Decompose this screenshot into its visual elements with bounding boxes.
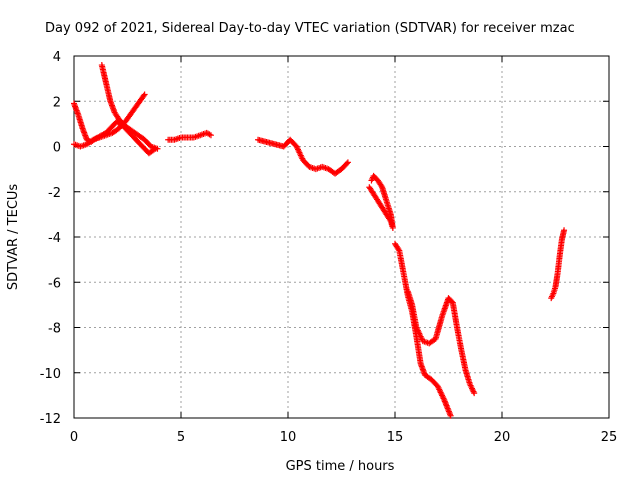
- series-seg3: [98, 62, 161, 152]
- series-seg6: [366, 172, 396, 231]
- data-point: [154, 145, 161, 152]
- y-tick-label: -4: [48, 231, 61, 246]
- y-tick-label: 4: [53, 50, 61, 65]
- grid: [74, 56, 609, 418]
- x-tick-label: 10: [280, 430, 297, 445]
- x-tick-label: 15: [387, 430, 404, 445]
- x-tick-label: 0: [70, 430, 78, 445]
- y-tick-label: -2: [48, 186, 61, 201]
- y-tick-label: -12: [40, 412, 61, 427]
- data-point: [368, 177, 375, 184]
- data-point: [140, 92, 147, 99]
- series-seg2: [71, 91, 148, 150]
- data-point: [207, 132, 214, 139]
- series-seg4: [165, 129, 214, 143]
- series-seg9: [548, 227, 568, 302]
- series-seg5: [255, 136, 351, 177]
- y-tick-label: -8: [48, 322, 61, 337]
- data-point: [471, 390, 478, 397]
- data-points: [71, 62, 568, 419]
- data-point: [141, 91, 148, 98]
- data-point: [395, 246, 402, 253]
- series-seg7: [392, 240, 454, 419]
- x-axis-label: GPS time / hours: [286, 459, 395, 474]
- y-tick-label: -6: [48, 276, 61, 291]
- data-point: [344, 159, 351, 166]
- x-tick-label: 25: [601, 430, 618, 445]
- y-tick-label: 0: [53, 141, 61, 156]
- y-axis-label: SDTVAR / TECUs: [6, 184, 21, 291]
- y-tick-label: 2: [53, 95, 61, 110]
- data-point: [448, 298, 455, 305]
- data-point: [447, 412, 454, 419]
- chart-title: Day 092 of 2021, Sidereal Day-to-day VTE…: [45, 21, 575, 36]
- x-tick-label: 5: [177, 430, 185, 445]
- series-seg8: [404, 288, 478, 397]
- x-tick-label: 20: [494, 430, 511, 445]
- y-tick-label: -10: [40, 367, 61, 382]
- data-point: [343, 160, 350, 167]
- data-point: [561, 227, 568, 234]
